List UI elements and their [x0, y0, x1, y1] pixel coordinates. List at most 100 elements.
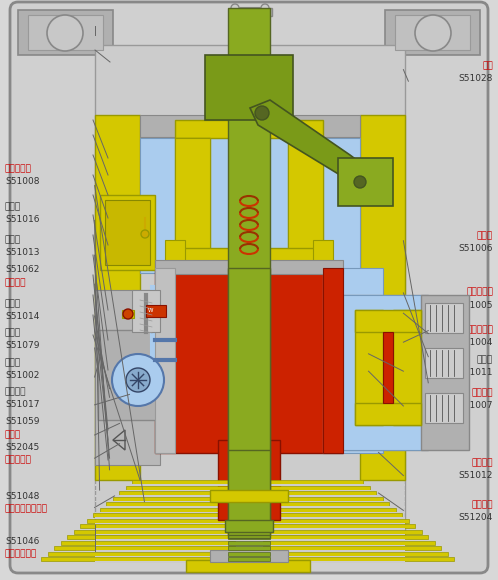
Bar — [113, 496, 235, 501]
Bar — [228, 541, 270, 545]
Bar — [95, 512, 405, 513]
Bar — [228, 557, 270, 561]
Bar — [323, 268, 343, 453]
Text: S51062: S51062 — [5, 265, 39, 274]
Bar — [54, 546, 235, 550]
Text: 压力安全栓: 压力安全栓 — [5, 455, 32, 465]
Bar — [132, 290, 160, 332]
Bar — [228, 519, 270, 523]
Bar — [146, 305, 166, 317]
Bar — [122, 310, 134, 318]
Bar — [383, 332, 393, 403]
Bar — [175, 138, 210, 273]
Bar — [95, 45, 405, 535]
Bar — [205, 55, 293, 120]
Bar — [263, 541, 434, 545]
Bar — [288, 138, 323, 273]
Bar — [228, 268, 270, 453]
Circle shape — [123, 309, 133, 319]
Text: 排油阀: 排油阀 — [5, 235, 21, 245]
Bar — [95, 115, 140, 480]
Bar — [98, 330, 160, 420]
Bar — [425, 303, 463, 333]
Bar — [263, 524, 415, 528]
Circle shape — [255, 106, 269, 120]
Bar — [95, 501, 405, 502]
Text: 堵塞栓: 堵塞栓 — [5, 202, 21, 211]
Text: S51006: S51006 — [459, 244, 493, 253]
Bar — [95, 495, 405, 496]
Bar — [338, 158, 393, 206]
Text: 弹簧行程开关: 弹簧行程开关 — [5, 549, 37, 559]
Bar — [132, 480, 235, 484]
Bar — [355, 403, 421, 425]
Bar — [228, 450, 270, 535]
Circle shape — [261, 4, 269, 12]
Bar — [140, 115, 360, 137]
Bar — [95, 523, 405, 524]
Bar — [100, 508, 235, 512]
Bar — [95, 556, 405, 557]
Bar — [425, 393, 463, 423]
Bar — [263, 513, 402, 517]
Text: S51008: S51008 — [5, 177, 39, 186]
Bar — [393, 310, 421, 425]
Bar — [228, 502, 270, 506]
Text: S51014: S51014 — [5, 311, 39, 321]
Text: S51079: S51079 — [5, 341, 39, 350]
Bar — [105, 200, 150, 265]
Text: B: B — [203, 335, 213, 349]
Circle shape — [112, 354, 164, 406]
Bar — [93, 513, 235, 517]
Circle shape — [141, 230, 149, 238]
Text: 弹簧行程辅助接点: 弹簧行程辅助接点 — [5, 505, 48, 514]
Bar — [95, 561, 405, 563]
Circle shape — [354, 176, 366, 188]
Bar — [100, 195, 155, 270]
Text: 截流孔: 截流孔 — [296, 379, 310, 389]
Text: 逆止阀: 逆止阀 — [5, 430, 21, 439]
Bar — [228, 524, 270, 528]
Bar — [263, 546, 441, 550]
Circle shape — [126, 368, 150, 392]
Bar — [210, 490, 288, 502]
Bar — [263, 496, 382, 501]
Bar — [95, 506, 405, 508]
Bar — [210, 550, 288, 562]
Bar — [228, 530, 270, 534]
Bar — [263, 480, 363, 484]
Bar — [244, 8, 260, 33]
Circle shape — [231, 4, 239, 12]
Text: S51204: S51204 — [459, 513, 493, 523]
Text: S51007: S51007 — [459, 401, 493, 411]
Text: 液压泵: 液压泵 — [5, 299, 21, 308]
Bar — [228, 491, 270, 495]
Text: 连接杆: 连接杆 — [477, 355, 493, 364]
Bar — [95, 490, 405, 491]
Text: 储能活塞: 储能活塞 — [472, 389, 493, 398]
Text: W: W — [148, 309, 153, 314]
Text: 泵电机: 泵电机 — [5, 358, 21, 367]
Polygon shape — [250, 100, 375, 190]
Bar — [95, 550, 405, 552]
Bar — [175, 248, 323, 268]
Bar — [225, 520, 273, 532]
Text: 外壳: 外壳 — [482, 61, 493, 70]
Bar — [228, 546, 270, 550]
Text: 转换阀: 转换阀 — [477, 231, 493, 240]
Bar — [95, 539, 405, 541]
Bar — [228, 480, 270, 484]
Text: S52045: S52045 — [5, 443, 39, 452]
Text: S51048: S51048 — [5, 492, 39, 501]
Text: S51005: S51005 — [459, 300, 493, 310]
Bar — [95, 534, 405, 535]
Bar — [263, 552, 448, 556]
Bar — [74, 530, 235, 534]
Bar — [175, 138, 210, 273]
Bar — [360, 115, 405, 480]
Bar — [263, 519, 408, 523]
Text: S51004: S51004 — [459, 338, 493, 347]
Bar — [288, 138, 323, 273]
Text: S51013: S51013 — [5, 248, 39, 258]
Bar — [263, 491, 376, 495]
